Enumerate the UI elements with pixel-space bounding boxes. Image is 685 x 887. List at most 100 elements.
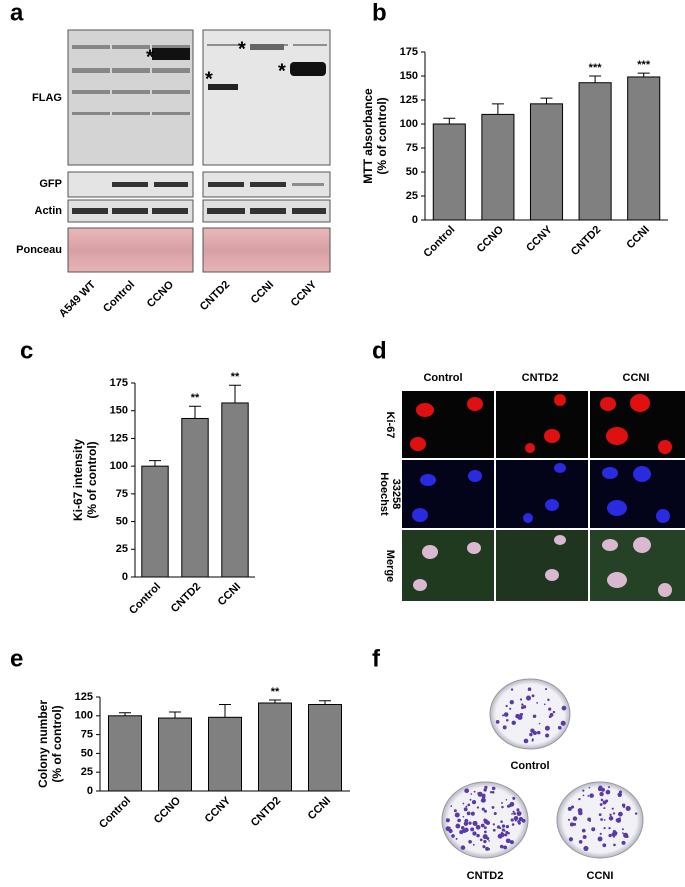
colony	[485, 846, 490, 851]
colony	[460, 845, 466, 850]
colony	[472, 831, 477, 836]
colony	[625, 835, 629, 839]
colony	[548, 707, 552, 711]
colony	[473, 790, 476, 793]
panel-label: e	[10, 645, 23, 672]
y-tick-label: 175	[400, 46, 418, 58]
colony	[463, 807, 468, 812]
x-tick-label: CCNI	[306, 795, 333, 822]
y-axis-label: Colony number	[36, 700, 50, 788]
error-bar	[540, 97, 553, 104]
colony	[499, 844, 504, 849]
band-marker: *	[146, 46, 154, 68]
y-tick-label: 125	[400, 94, 418, 106]
colony	[544, 688, 548, 691]
colony	[457, 818, 461, 823]
colony	[514, 819, 517, 822]
significance: **	[271, 686, 280, 698]
y-tick-label: 0	[87, 785, 93, 797]
bar	[208, 716, 242, 792]
bar	[578, 82, 612, 221]
y-tick-label: 25	[406, 190, 418, 202]
x-tick-label: CNTD2	[249, 795, 283, 829]
colony	[561, 705, 567, 711]
error-bar	[637, 72, 650, 77]
bar	[432, 123, 466, 221]
panel-label: a	[10, 0, 24, 26]
colony	[462, 828, 467, 834]
colony	[567, 818, 571, 821]
colony	[491, 786, 496, 791]
blot-row-label: Ponceau	[16, 244, 62, 256]
error-bar	[443, 117, 456, 124]
colony	[536, 730, 541, 735]
y-axis-label: Ki-67 intensity	[71, 439, 85, 521]
colony	[549, 712, 554, 717]
error-bar	[219, 704, 231, 718]
colony	[543, 703, 546, 706]
colony	[445, 818, 450, 823]
colony	[491, 791, 495, 794]
colony	[470, 811, 475, 816]
significance: **	[231, 371, 240, 383]
colony	[463, 821, 469, 826]
colony	[509, 699, 514, 705]
y-tick-label: 75	[116, 488, 128, 500]
y-axis-label: (% of control)	[375, 97, 389, 174]
y-tick-label: 50	[116, 515, 128, 527]
colony	[515, 817, 518, 820]
colony	[588, 819, 592, 822]
blot-panel: FLAG GFP Actin Ponceau A549 WT Control C…	[16, 29, 331, 320]
error-bar	[149, 460, 161, 467]
colony	[634, 812, 638, 815]
lane-label: CCNI	[249, 279, 276, 306]
colony	[602, 843, 607, 848]
y-axis-label: MTT absorbance	[361, 88, 375, 184]
error-bar	[589, 75, 602, 83]
colony	[499, 826, 502, 830]
colony	[509, 707, 512, 710]
x-tick-label: CCNI	[624, 224, 651, 251]
colony	[544, 725, 550, 731]
colony	[503, 845, 508, 850]
y-tick-label: 150	[400, 70, 418, 82]
colony	[453, 809, 457, 813]
colony	[492, 823, 495, 826]
colony	[598, 813, 602, 817]
colony	[531, 739, 534, 742]
error-bar	[119, 712, 131, 716]
colony	[455, 837, 458, 840]
x-tick-label: Control	[127, 581, 163, 617]
colony	[600, 787, 605, 792]
colony	[622, 832, 624, 834]
colony	[603, 819, 606, 821]
colony	[538, 722, 541, 725]
bar	[158, 717, 192, 792]
colony	[589, 793, 594, 798]
colony	[545, 733, 550, 738]
x-tick-label: CCNO	[475, 223, 507, 255]
colony	[468, 839, 472, 844]
colony	[521, 703, 524, 706]
dish-panel: Control CNTD2 CCNI	[441, 678, 644, 882]
colony	[511, 720, 516, 725]
colony	[468, 821, 472, 825]
bar	[181, 417, 209, 578]
colony	[588, 786, 591, 789]
dish-label: CCNI	[587, 870, 614, 882]
colony	[482, 793, 486, 798]
colony	[617, 792, 622, 797]
colony	[465, 805, 468, 808]
colony	[505, 838, 511, 844]
colony	[582, 789, 585, 792]
colony	[525, 695, 532, 701]
colony	[572, 816, 578, 821]
colony	[480, 800, 483, 802]
x-tick-label: CCNI	[216, 581, 243, 608]
colony	[460, 825, 465, 830]
colony	[501, 805, 504, 809]
microscopy-panel: Control CNTD2 CCNI Ki-67 Hoechst 33258 M…	[378, 372, 685, 602]
colony	[511, 823, 515, 826]
colony	[599, 791, 604, 797]
bar	[221, 402, 249, 578]
